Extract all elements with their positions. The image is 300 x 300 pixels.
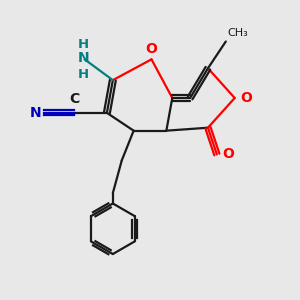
Text: N: N <box>29 106 41 120</box>
Text: C: C <box>69 92 79 106</box>
Text: O: O <box>146 42 158 56</box>
Text: O: O <box>240 91 252 105</box>
Text: H: H <box>78 38 89 51</box>
Text: O: O <box>222 148 234 161</box>
Text: CH₃: CH₃ <box>227 28 248 38</box>
Text: H: H <box>78 68 89 81</box>
Text: N: N <box>77 51 89 65</box>
